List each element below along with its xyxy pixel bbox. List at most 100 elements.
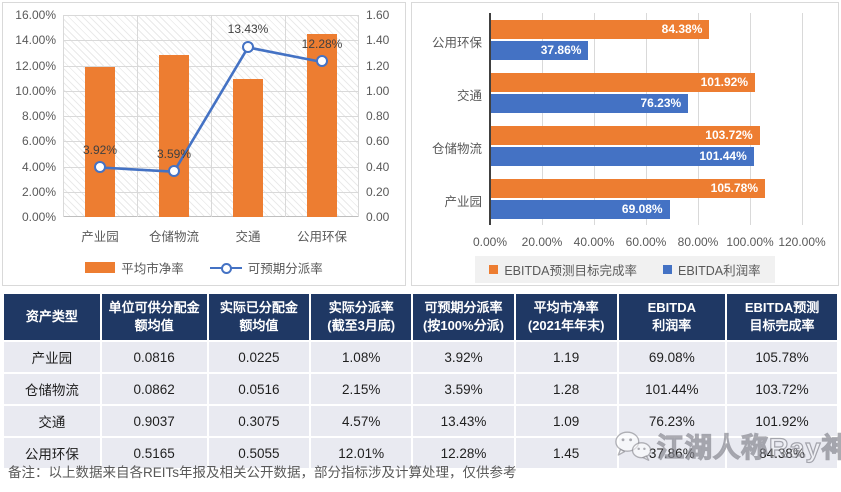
hbar-legend: EBITDA预测目标完成率 EBITDA利润率	[412, 256, 838, 283]
v-gridline	[137, 15, 138, 217]
column-header: 平均市净率 (2021年年末)	[513, 291, 619, 343]
header-row: 资产类型 单位可供分配金 额均值 实际已分配金 额均值 实际分派率 (截至3月底) 可预…	[2, 291, 839, 343]
right-axis-tick: 1.00	[366, 83, 390, 98]
right-axis-tick: 0.60	[366, 134, 390, 149]
column-header: 实际分派率 (截至3月底)	[309, 291, 414, 343]
data-cell: 0.5055	[206, 436, 312, 471]
data-cell: 0.0516	[206, 372, 312, 407]
ebitda-target-bar: 103.72%	[490, 125, 760, 145]
x-axis-tick: 80.00%	[677, 235, 719, 249]
legend-label: EBITDA利润率	[678, 264, 761, 278]
data-cell: 0.0816	[99, 340, 209, 375]
data-cell: 12.01%	[309, 436, 414, 471]
data-cell: 13.43%	[411, 404, 516, 439]
line-point-label: 12.28%	[301, 36, 343, 51]
bar-value-label: 101.92%	[700, 75, 748, 89]
data-cell: 3.92%	[411, 340, 516, 375]
line-marker	[93, 161, 106, 173]
pb-ratio-bar	[85, 66, 115, 217]
legend-label: 可预期分派率	[247, 262, 323, 276]
x-axis-tick: 20.00%	[521, 235, 563, 249]
y-category-label: 仓储物流	[431, 141, 482, 156]
data-cell: 37.86%	[616, 436, 728, 471]
table-body: 产业园 0.0816 0.0225 1.08% 3.92% 1.19 69.08% 105.7…	[2, 340, 839, 471]
x-axis-tick: 40.00%	[573, 235, 615, 249]
ebitda-target-bar: 101.92%	[490, 72, 755, 92]
data-cell: 105.78%	[725, 340, 839, 375]
x-axis-tick: 120.00%	[778, 235, 826, 249]
distribution-rate-line	[99, 46, 323, 173]
legend-item-ebitda-target: EBITDA预测目标完成率	[489, 260, 637, 279]
left-axis-tick: 8.00%	[21, 109, 56, 123]
v-gridline	[698, 13, 699, 225]
right-axis-tick: 1.40	[366, 33, 390, 48]
table-row: 产业园 0.0816 0.0225 1.08% 3.92% 1.19 69.08% 105.7…	[2, 340, 839, 375]
ebitda-margin-bar: 101.44%	[490, 146, 754, 166]
y-category-label: 交通	[456, 88, 482, 103]
data-cell: 84.38%	[725, 436, 839, 471]
data-cell: 3.59%	[411, 372, 516, 407]
data-cell: 76.23%	[616, 404, 728, 439]
x-category-label: 交通	[235, 230, 261, 244]
left-axis-tick: 14.00%	[15, 33, 56, 48]
right-axis-tick: 1.60	[366, 8, 390, 22]
left-axis-tick: 6.00%	[21, 134, 56, 149]
y-category-label: 产业园	[444, 194, 482, 209]
data-cell: 103.72%	[725, 372, 839, 407]
bar-value-label: 101.44%	[699, 149, 747, 163]
bar-value-label: 84.38%	[661, 22, 703, 36]
x-axis-tick: 0.00%	[472, 235, 508, 249]
row-label-cell: 产业园	[2, 340, 102, 375]
data-cell: 1.09	[513, 404, 619, 439]
x-axis-tick: 60.00%	[625, 235, 667, 249]
data-cell: 12.28%	[411, 436, 516, 471]
data-cell: 1.08%	[309, 340, 414, 375]
row-label-cell: 仓储物流	[2, 372, 102, 407]
bar-value-label: 103.72%	[705, 128, 753, 142]
left-axis-tick: 12.00%	[15, 58, 56, 73]
left-axis-tick: 16.00%	[15, 8, 56, 22]
row-label-cell: 交通	[2, 404, 102, 439]
pb-ratio-bar	[159, 55, 189, 217]
table-row: 公用环保 0.5165 0.5055 12.01% 12.28% 1.45 37.86% 84…	[2, 436, 839, 471]
hbar-plot-area: 84.38% 37.86% 101.92% 76.23% 103.72% 101.44% 1…	[490, 13, 803, 225]
ebitda-margin-bar: 69.08%	[490, 199, 670, 219]
bar-value-label: 69.08%	[621, 202, 663, 216]
bar-value-label: 37.86%	[540, 43, 582, 57]
left-axis-tick: 0.00%	[21, 210, 56, 224]
data-cell: 0.3075	[206, 404, 312, 439]
v-gridline	[542, 13, 543, 225]
right-axis-tick: 0.80	[366, 109, 390, 123]
data-cell: 101.44%	[616, 372, 728, 407]
line-marker	[241, 40, 254, 53]
data-cell: 2.15%	[309, 372, 414, 407]
data-cell: 0.0862	[99, 372, 209, 407]
y-category-label: 公用环保	[431, 35, 482, 50]
ebitda-margin-bar: 37.86%	[490, 40, 589, 60]
combo-plot-area: 3.92% 3.59% 13.43% 12.28%	[63, 15, 359, 217]
y-axis-line	[489, 13, 491, 225]
v-gridline	[646, 13, 647, 225]
left-axis-tick: 2.00%	[21, 184, 56, 199]
line-marker	[167, 165, 180, 178]
data-cell: 1.45	[513, 436, 619, 471]
data-cell: 0.9037	[99, 404, 209, 439]
data-cell: 101.92%	[725, 404, 839, 439]
legend-item-ebitda-margin: EBITDA利润率	[663, 260, 761, 279]
right-axis-tick: 0.00	[366, 210, 390, 224]
right-axis-tick: 0.40	[366, 159, 390, 174]
left-axis-tick: 10.00%	[15, 83, 56, 98]
right-axis-tick: 1.20	[366, 58, 390, 73]
bar-swatch-icon	[85, 262, 116, 273]
column-header: 实际已分配金 额均值	[206, 291, 312, 343]
line-point-label: 3.92%	[82, 142, 118, 157]
legend-item-distribution-rate: 可预期分派率	[209, 258, 323, 277]
v-gridline	[285, 15, 286, 217]
ebitda-margin-bar: 76.23%	[490, 93, 689, 113]
column-header: 资产类型	[2, 291, 102, 343]
data-cell: 1.19	[513, 340, 619, 375]
line-point-label: 13.43%	[227, 22, 269, 37]
data-cell: 69.08%	[616, 340, 728, 375]
line-point-label: 3.59%	[156, 146, 192, 161]
